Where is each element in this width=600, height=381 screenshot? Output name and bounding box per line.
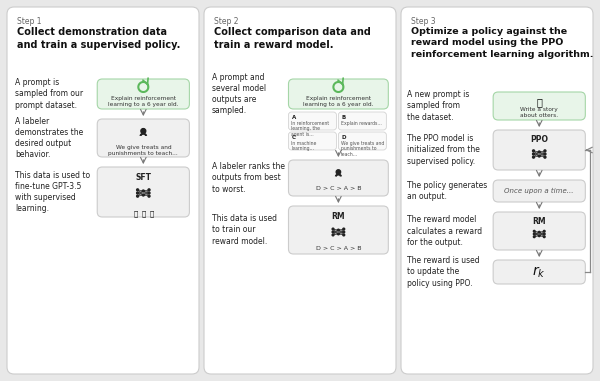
Circle shape bbox=[533, 156, 535, 158]
Text: Optimize a policy against the
reward model using the PPO
reinforcement learning : Optimize a policy against the reward mod… bbox=[411, 27, 593, 59]
Text: SFT: SFT bbox=[136, 173, 151, 182]
FancyBboxPatch shape bbox=[493, 212, 586, 250]
Text: 📄: 📄 bbox=[133, 210, 137, 217]
Circle shape bbox=[142, 190, 144, 192]
FancyBboxPatch shape bbox=[97, 79, 190, 109]
FancyBboxPatch shape bbox=[289, 206, 388, 254]
Text: The reward is used
to update the
policy using PPO.: The reward is used to update the policy … bbox=[407, 256, 479, 288]
Text: D > C > A > B: D > C > A > B bbox=[316, 186, 361, 191]
Text: 📄: 📄 bbox=[149, 210, 154, 217]
Circle shape bbox=[337, 229, 340, 231]
Text: Collect comparison data and
train a reward model.: Collect comparison data and train a rewa… bbox=[214, 27, 371, 50]
Circle shape bbox=[544, 231, 545, 232]
Text: In reinforcement
learning, the
agent is...: In reinforcement learning, the agent is.… bbox=[292, 121, 329, 137]
Circle shape bbox=[533, 236, 535, 238]
FancyBboxPatch shape bbox=[204, 7, 396, 374]
Text: 📄: 📄 bbox=[141, 210, 145, 217]
Text: A prompt and
several model
outputs are
sampled.: A prompt and several model outputs are s… bbox=[212, 73, 266, 115]
Circle shape bbox=[332, 228, 334, 230]
FancyBboxPatch shape bbox=[289, 112, 337, 130]
Text: The policy generates
an output.: The policy generates an output. bbox=[407, 181, 487, 201]
Text: A labeler ranks the
outputs from best
to worst.: A labeler ranks the outputs from best to… bbox=[212, 162, 285, 194]
Circle shape bbox=[544, 236, 545, 238]
Circle shape bbox=[533, 233, 535, 235]
FancyBboxPatch shape bbox=[97, 167, 190, 217]
Text: PPO: PPO bbox=[530, 135, 548, 144]
FancyBboxPatch shape bbox=[289, 160, 388, 196]
Text: Explain reinforcement
learning to a 6 year old.: Explain reinforcement learning to a 6 ye… bbox=[108, 96, 179, 107]
Circle shape bbox=[137, 189, 139, 191]
Circle shape bbox=[332, 231, 334, 233]
Circle shape bbox=[538, 155, 540, 157]
Text: A: A bbox=[292, 115, 296, 120]
Text: RM: RM bbox=[532, 217, 546, 226]
Text: We give treats and
punishments to teach...: We give treats and punishments to teach.… bbox=[109, 145, 178, 156]
Text: A prompt is
sampled from our
prompt dataset.: A prompt is sampled from our prompt data… bbox=[15, 78, 83, 110]
Circle shape bbox=[148, 195, 150, 197]
FancyBboxPatch shape bbox=[97, 119, 190, 157]
Text: $r_k$: $r_k$ bbox=[532, 264, 546, 280]
Text: 🦦: 🦦 bbox=[536, 97, 542, 107]
Circle shape bbox=[137, 195, 139, 197]
FancyBboxPatch shape bbox=[493, 92, 586, 120]
FancyBboxPatch shape bbox=[338, 132, 386, 150]
Text: A labeler
demonstrates the
desired output
behavior.: A labeler demonstrates the desired outpu… bbox=[15, 117, 83, 159]
Text: Collect demonstration data
and train a supervised policy.: Collect demonstration data and train a s… bbox=[17, 27, 181, 50]
Circle shape bbox=[538, 235, 540, 237]
Circle shape bbox=[343, 231, 344, 233]
Circle shape bbox=[337, 233, 340, 235]
Circle shape bbox=[343, 228, 344, 230]
Text: D > C > A > B: D > C > A > B bbox=[316, 246, 361, 251]
Text: Explain reinforcement
learning to a 6 year old.: Explain reinforcement learning to a 6 ye… bbox=[303, 96, 374, 107]
Text: B: B bbox=[341, 115, 346, 120]
FancyBboxPatch shape bbox=[338, 112, 386, 130]
Text: Write a story
about otters.: Write a story about otters. bbox=[520, 107, 559, 118]
Text: The reward model
calculates a reward
for the output.: The reward model calculates a reward for… bbox=[407, 215, 482, 247]
FancyBboxPatch shape bbox=[289, 79, 388, 109]
Circle shape bbox=[544, 156, 546, 158]
Text: Once upon a time...: Once upon a time... bbox=[505, 188, 574, 194]
Text: The PPO model is
initialized from the
supervised policy.: The PPO model is initialized from the su… bbox=[407, 134, 480, 166]
Circle shape bbox=[336, 170, 341, 174]
FancyBboxPatch shape bbox=[401, 7, 593, 374]
Circle shape bbox=[141, 128, 146, 133]
Text: Step 3: Step 3 bbox=[411, 17, 436, 26]
FancyBboxPatch shape bbox=[493, 130, 586, 170]
Circle shape bbox=[148, 189, 150, 191]
Text: Step 2: Step 2 bbox=[214, 17, 239, 26]
Text: Explain rewards...: Explain rewards... bbox=[341, 121, 382, 126]
FancyBboxPatch shape bbox=[7, 7, 199, 374]
Circle shape bbox=[137, 192, 139, 194]
Circle shape bbox=[332, 234, 334, 236]
Text: C: C bbox=[292, 135, 295, 140]
Text: D: D bbox=[341, 135, 346, 140]
Text: In machine
learning...: In machine learning... bbox=[292, 141, 317, 151]
Text: This data is used
to train our
reward model.: This data is used to train our reward mo… bbox=[212, 215, 277, 246]
Circle shape bbox=[538, 231, 540, 233]
Circle shape bbox=[538, 151, 540, 153]
Circle shape bbox=[533, 153, 535, 155]
Circle shape bbox=[533, 150, 535, 152]
Circle shape bbox=[544, 233, 545, 235]
Circle shape bbox=[544, 153, 546, 155]
Circle shape bbox=[544, 150, 546, 152]
FancyBboxPatch shape bbox=[289, 132, 337, 150]
Circle shape bbox=[142, 194, 144, 196]
Text: A new prompt is
sampled from
the dataset.: A new prompt is sampled from the dataset… bbox=[407, 90, 469, 122]
Text: We give treats and
punishments to
teach...: We give treats and punishments to teach.… bbox=[341, 141, 385, 157]
Text: RM: RM bbox=[332, 212, 345, 221]
Circle shape bbox=[533, 231, 535, 232]
FancyBboxPatch shape bbox=[493, 260, 586, 284]
FancyBboxPatch shape bbox=[493, 180, 586, 202]
Circle shape bbox=[343, 234, 344, 236]
Text: This data is used to
fine-tune GPT-3.5
with supervised
learning.: This data is used to fine-tune GPT-3.5 w… bbox=[15, 171, 90, 213]
Text: Step 1: Step 1 bbox=[17, 17, 41, 26]
Circle shape bbox=[148, 192, 150, 194]
